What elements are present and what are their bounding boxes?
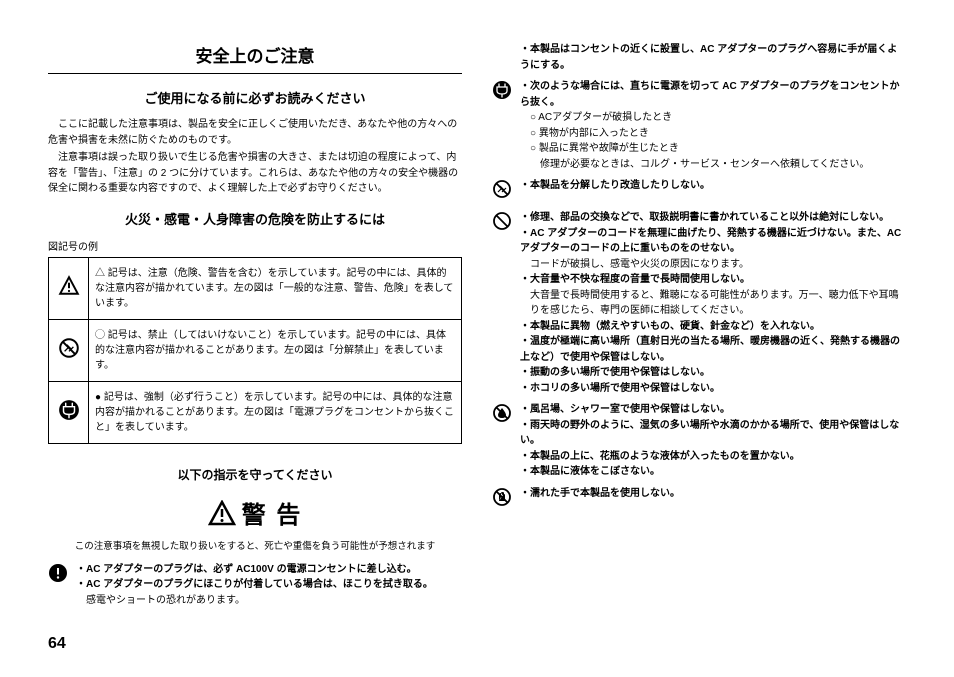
instruction-title: 以下の指示を守ってください [48, 466, 462, 483]
symbol-icon-cell [49, 257, 89, 319]
warn-line: ・雨天時の野外のように、湿気の多い場所や水滴のかかる場所で、使用や保管はしない。 [520, 418, 906, 449]
big-warn-text: 警 告 [242, 502, 303, 529]
page-number: 64 [48, 635, 66, 653]
warn-line: 感電やショートの恐れがあります。 [76, 593, 462, 609]
warn-line: ・濡れた手で本製品を使用しない。 [520, 486, 906, 502]
warn-block: ・濡れた手で本製品を使用しない。 [492, 486, 906, 512]
warn-line: ○ 異物が内部に入ったとき [520, 126, 906, 142]
intro-para-2: 注意事項は誤った取り扱いで生じる危害や損害の大きさ、または切迫の程度によって、内… [48, 150, 462, 197]
warn-line: ・AC アダプターのプラグにほこりが付着している場合は、ほこりを拭き取る。 [76, 577, 462, 593]
big-warn-caption: この注意事項を無視した取り扱いをすると、死亡や重傷を負う可能性が予想されます [48, 538, 462, 552]
warn-line: ・風呂場、シャワー室で使用や保管はしない。 [520, 402, 906, 418]
prohibit-icon [492, 210, 512, 236]
symbols-label: 図記号の例 [48, 238, 462, 253]
symbol-row: △ 記号は、注意（危険、警告を含む）を示しています。記号の中には、具体的な注意内… [49, 257, 462, 319]
warn-line: ・本製品に異物（燃えやすいもの、硬貨、針金など）を入れない。 [520, 319, 906, 335]
symbol-desc-cell: △ 記号は、注意（危険、警告を含む）を示しています。記号の中には、具体的な注意内… [89, 257, 462, 319]
warning-triangle-icon [208, 500, 236, 526]
warn-line: コードが破損し、感電や火災の原因になります。 [520, 257, 906, 273]
main-title: 安全上のご注意 [48, 42, 462, 74]
warn-lines: ・AC アダプターのプラグは、必ず AC100V の電源コンセントに差し込む。・… [76, 562, 462, 609]
warn-line: 大音量で長時間使用すると、難聴になる可能性があります。万一、聴力低下や耳鳴りを感… [520, 288, 906, 319]
warn-line: ・本製品に液体をこぼさない。 [520, 464, 906, 480]
warn-lines: ・本製品を分解したり改造したりしない。 [520, 178, 906, 194]
none-icon [492, 42, 512, 43]
warn-lines: ・風呂場、シャワー室で使用や保管はしない。・雨天時の野外のように、湿気の多い場所… [520, 402, 906, 480]
warn-line: ・大音量や不快な程度の音量で長時間使用しない。 [520, 272, 906, 288]
warn-line: ・次のような場合には、直ちに電源を切って AC アダプターのプラグをコンセントか… [520, 79, 906, 110]
right-column: ・本製品はコンセントの近くに設置し、AC アダプターのプラグへ容易に手が届くよう… [492, 42, 906, 614]
warn-lines: ・濡れた手で本製品を使用しない。 [520, 486, 906, 502]
warn-line: ・AC アダプターのプラグは、必ず AC100V の電源コンセントに差し込む。 [76, 562, 462, 578]
subtitle-2: 火災・感電・人身障害の危険を防止するには [48, 209, 462, 228]
warn-block: ・風呂場、シャワー室で使用や保管はしない。・雨天時の野外のように、湿気の多い場所… [492, 402, 906, 480]
subtitle-1: ご使用になる前に必ずお読みください [48, 88, 462, 107]
no-water-icon [492, 402, 512, 428]
warn-lines: ・修理、部品の交換などで、取扱説明書に書かれていること以外は絶対にしない。・AC… [520, 210, 906, 396]
symbol-legend-table: △ 記号は、注意（危険、警告を含む）を示しています。記号の中には、具体的な注意内… [48, 257, 462, 444]
symbol-desc-cell: ● 記号は、強制（必ず行うこと）を示しています。記号の中には、具体的な注意内容が… [89, 381, 462, 443]
warn-block: ・修理、部品の交換などで、取扱説明書に書かれていること以外は絶対にしない。・AC… [492, 210, 906, 396]
prohibit-dis-icon [492, 178, 512, 204]
left-column: 安全上のご注意 ご使用になる前に必ずお読みください ここに記載した注意事項は、製… [48, 42, 462, 614]
intro-para-1: ここに記載した注意事項は、製品を安全に正しくご使用いただき、あなたや他の方々への… [48, 117, 462, 148]
symbol-row: ◯ 記号は、禁止（してはいけないこと）を示しています。記号の中には、具体的な注意… [49, 319, 462, 381]
mandatory-icon [48, 562, 68, 588]
symbol-row: ● 記号は、強制（必ず行うこと）を示しています。記号の中には、具体的な注意内容が… [49, 381, 462, 443]
symbol-icon-cell [49, 381, 89, 443]
warn-line: ・AC アダプターのコードを無理に曲げたり、発熱する機器に近づけない。また、AC… [520, 226, 906, 257]
symbol-desc-cell: ◯ 記号は、禁止（してはいけないこと）を示しています。記号の中には、具体的な注意… [89, 319, 462, 381]
warn-block: ・本製品はコンセントの近くに設置し、AC アダプターのプラグへ容易に手が届くよう… [492, 42, 906, 73]
warn-line: ・振動の多い場所で使用や保管はしない。 [520, 365, 906, 381]
wet-hand-icon [492, 486, 512, 512]
warn-line: ・温度が極端に高い場所（直射日光の当たる場所、暖房機器の近く、発熱する機器の上な… [520, 334, 906, 365]
warn-line: ・本製品を分解したり改造したりしない。 [520, 178, 906, 194]
warn-line: ・本製品の上に、花瓶のような液体が入ったものを置かない。 [520, 449, 906, 465]
warn-line: ○ 製品に異常や故障が生じたとき [520, 141, 906, 157]
left-warn-block-1: ・AC アダプターのプラグは、必ず AC100V の電源コンセントに差し込む。・… [48, 562, 462, 609]
warn-lines: ・次のような場合には、直ちに電源を切って AC アダプターのプラグをコンセントか… [520, 79, 906, 172]
big-warning-heading: 警 告 [48, 495, 462, 530]
plug-icon [492, 79, 512, 105]
warn-line: ・本製品はコンセントの近くに設置し、AC アダプターのプラグへ容易に手が届くよう… [520, 42, 906, 73]
warn-block: ・次のような場合には、直ちに電源を切って AC アダプターのプラグをコンセントか… [492, 79, 906, 172]
warn-line: ○ ACアダプターが破損したとき [520, 110, 906, 126]
warn-line: ・ホコリの多い場所で使用や保管はしない。 [520, 381, 906, 397]
symbol-icon-cell [49, 319, 89, 381]
warn-lines: ・本製品はコンセントの近くに設置し、AC アダプターのプラグへ容易に手が届くよう… [520, 42, 906, 73]
warn-line: ・修理、部品の交換などで、取扱説明書に書かれていること以外は絶対にしない。 [520, 210, 906, 226]
warn-line: 修理が必要なときは、コルグ・サービス・センターへ依頼してください。 [520, 157, 906, 173]
warn-block: ・本製品を分解したり改造したりしない。 [492, 178, 906, 204]
